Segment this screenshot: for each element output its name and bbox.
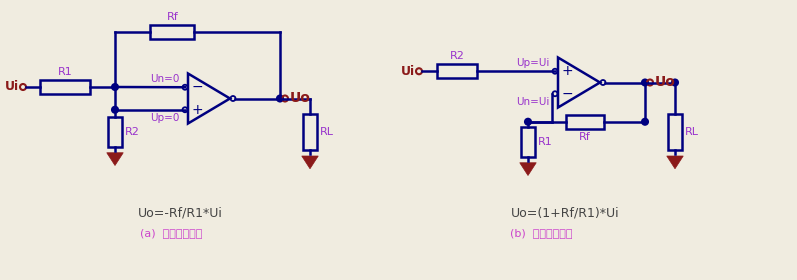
Circle shape	[112, 84, 118, 90]
Circle shape	[642, 119, 648, 125]
Text: +: +	[561, 64, 573, 78]
Text: RL: RL	[320, 127, 334, 137]
Text: Uo=-Rf/R1*Ui: Uo=-Rf/R1*Ui	[138, 207, 222, 220]
Text: −: −	[191, 80, 202, 94]
Circle shape	[642, 80, 648, 85]
Text: R1: R1	[538, 137, 553, 147]
Circle shape	[525, 119, 531, 125]
Bar	[151, 25, 194, 39]
Bar	[303, 114, 317, 150]
Bar	[668, 114, 682, 150]
Text: R1: R1	[57, 67, 73, 77]
Polygon shape	[667, 156, 683, 169]
Text: Un=Ui: Un=Ui	[516, 97, 550, 107]
Text: Up=0: Up=0	[151, 113, 180, 123]
Text: Rf: Rf	[167, 12, 179, 22]
Bar	[566, 115, 604, 129]
Circle shape	[672, 80, 678, 85]
Text: (b)  同相比例电路: (b) 同相比例电路	[510, 228, 572, 238]
Text: Ui: Ui	[401, 65, 415, 78]
Text: Up=Ui: Up=Ui	[516, 58, 550, 68]
Text: R2: R2	[450, 51, 465, 61]
Text: Uo=(1+Rf/R1)*Ui: Uo=(1+Rf/R1)*Ui	[511, 207, 619, 220]
Text: Ui: Ui	[5, 81, 19, 94]
Circle shape	[277, 95, 283, 102]
Bar	[437, 64, 477, 78]
Polygon shape	[520, 163, 536, 176]
Polygon shape	[302, 156, 318, 169]
Text: Uo: Uo	[290, 92, 311, 106]
Bar	[108, 117, 122, 147]
Text: (a)  反相比例电路: (a) 反相比例电路	[140, 228, 202, 238]
Text: Rf: Rf	[579, 132, 591, 142]
Text: RL: RL	[685, 127, 699, 137]
Text: +: +	[191, 103, 202, 117]
Text: Uo: Uo	[655, 76, 676, 90]
Circle shape	[112, 107, 118, 113]
Text: −: −	[561, 87, 573, 101]
Bar	[521, 127, 535, 157]
Text: R2: R2	[125, 127, 140, 137]
Text: Un=0: Un=0	[151, 74, 180, 84]
Bar	[40, 80, 90, 94]
Polygon shape	[107, 153, 124, 165]
